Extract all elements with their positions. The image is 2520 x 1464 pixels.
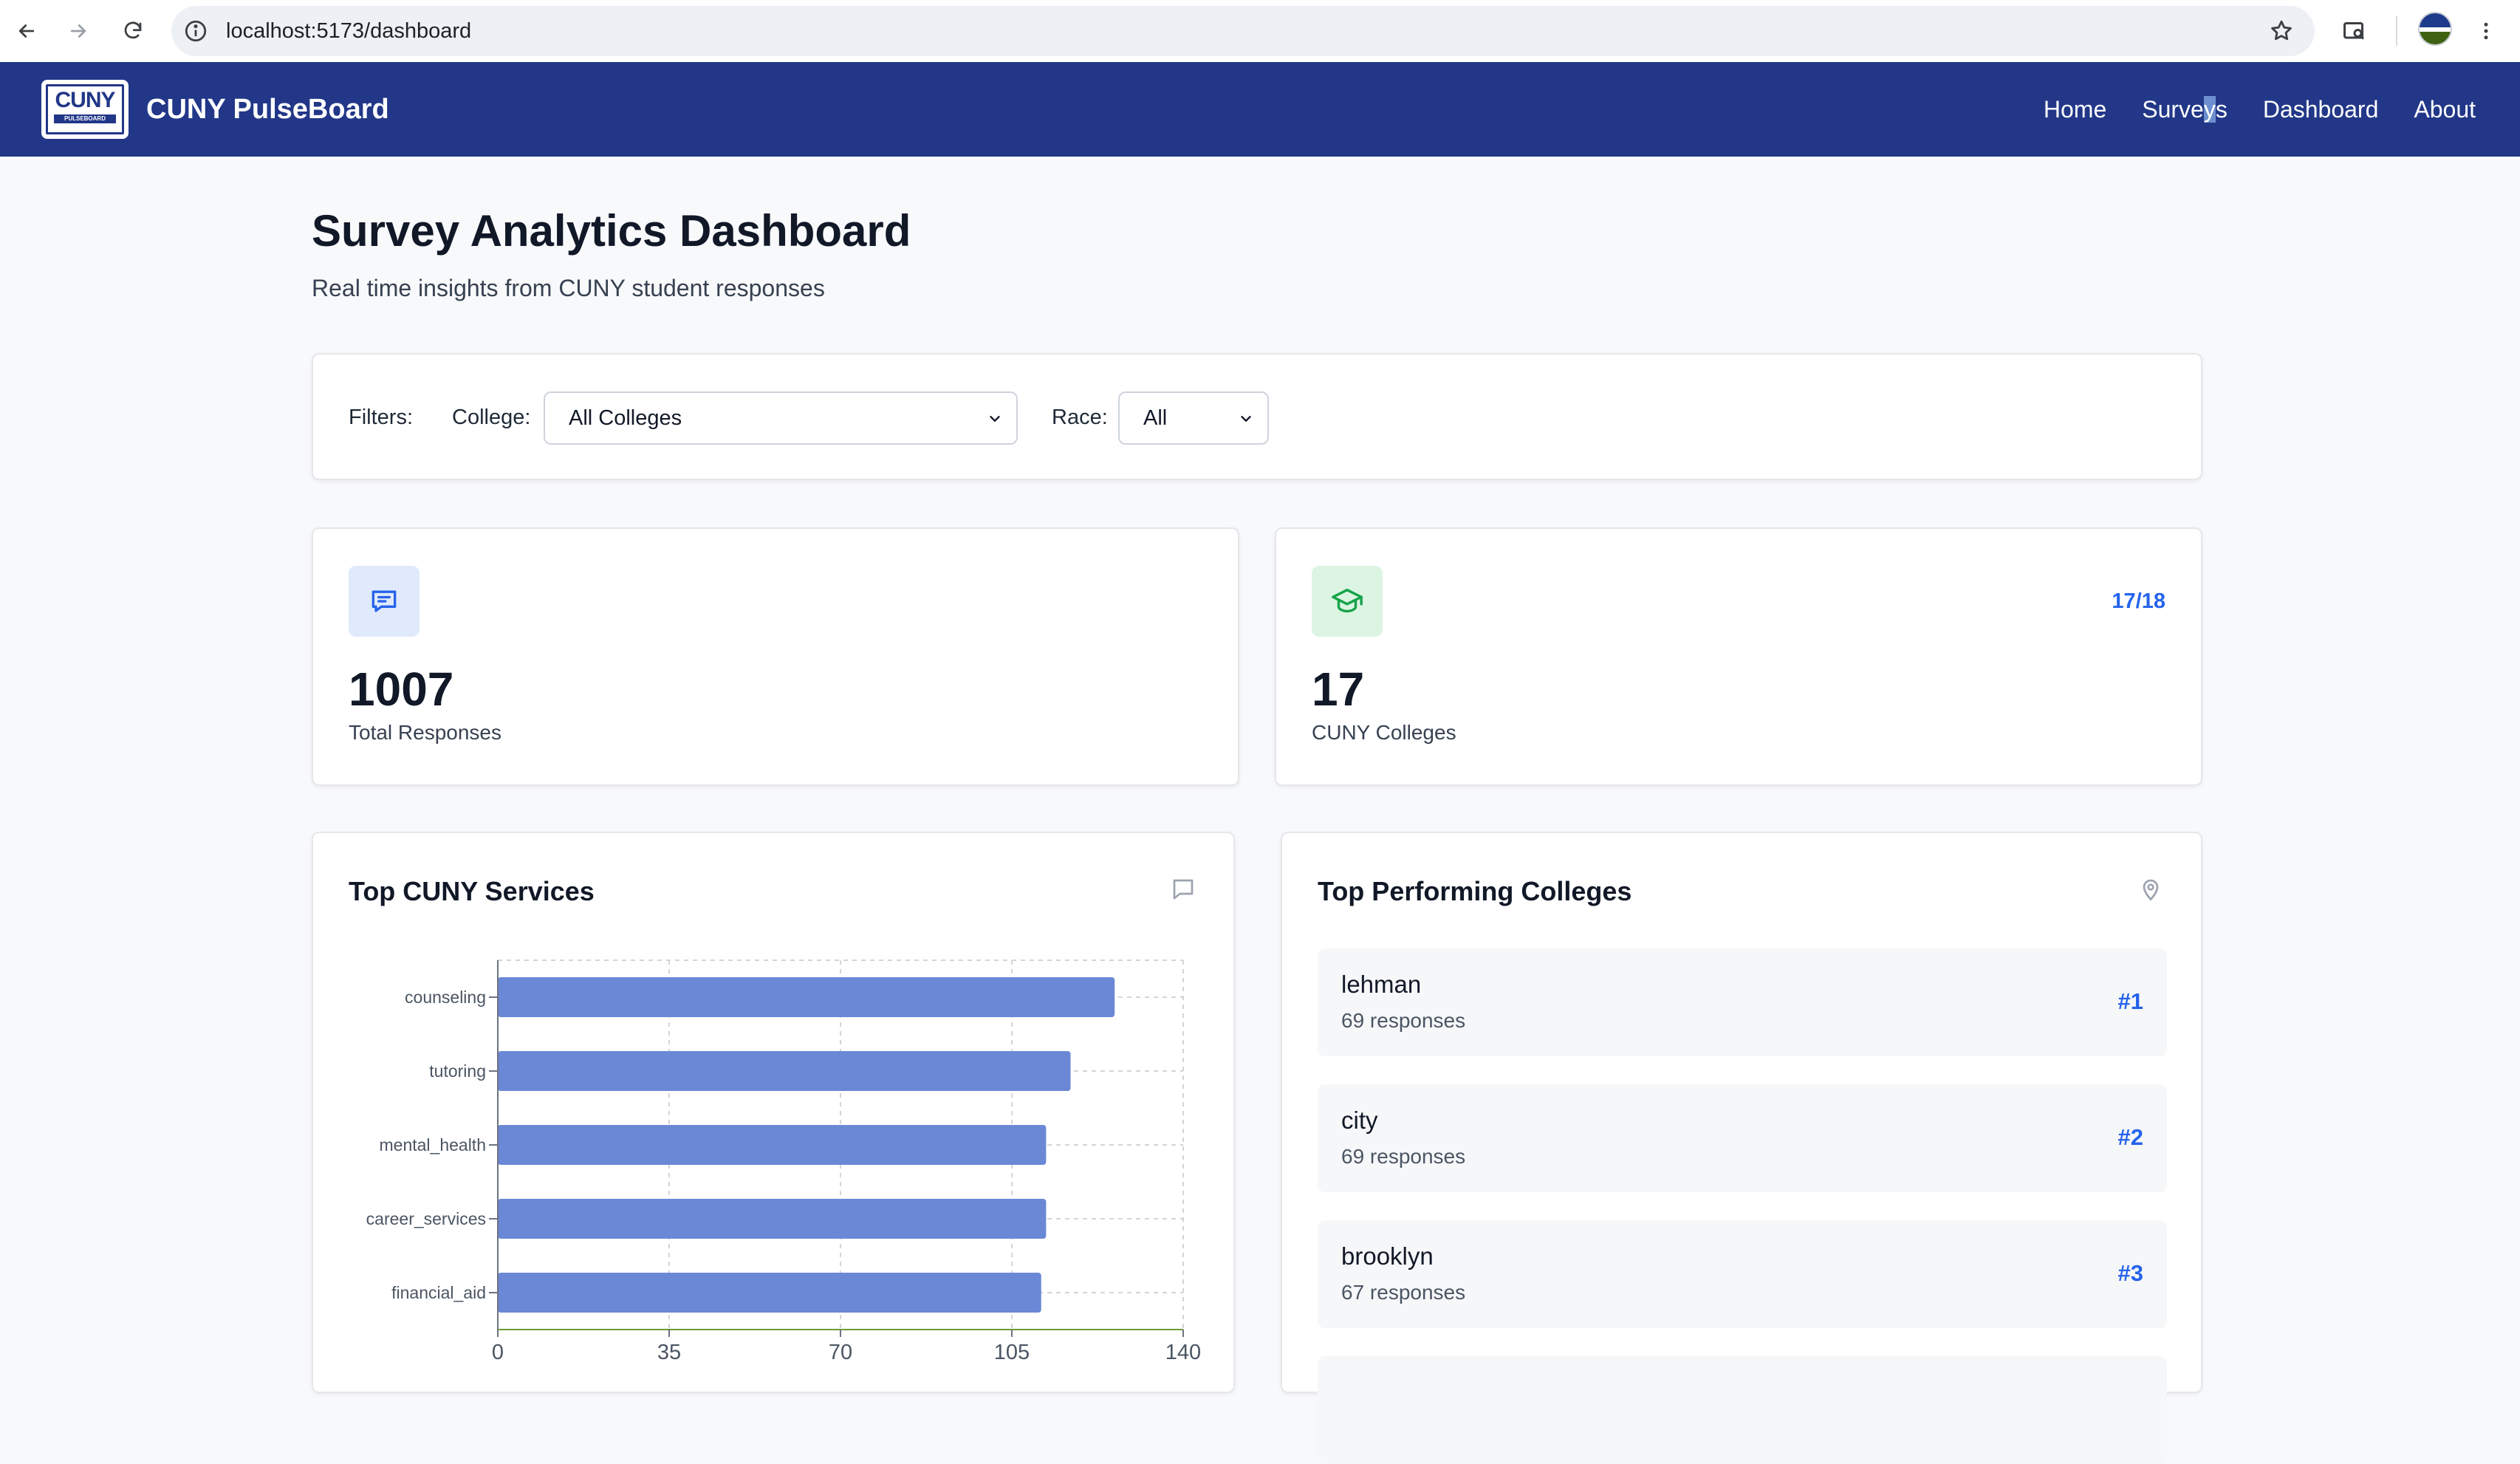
category-label: tutoring: [429, 1061, 486, 1081]
total-responses-label: Total Responses: [349, 721, 502, 744]
colleges-label: CUNY Colleges: [1312, 721, 1456, 744]
reload-icon[interactable]: [114, 12, 152, 50]
total-responses-card: 1007 Total Responses: [312, 527, 1239, 786]
chevron-down-icon: [990, 416, 1000, 423]
app-navbar: CUNY PULSEBOARD CUNY PulseBoard Home Sur…: [0, 62, 2520, 157]
bar-tutoring: [498, 1051, 1071, 1091]
race-filter-label: Race:: [1052, 406, 1108, 429]
colleges-panel-title: Top Performing Colleges: [1318, 876, 1632, 906]
college-name: brooklyn: [1341, 1242, 1434, 1270]
nav-home[interactable]: Home: [2043, 95, 2107, 123]
x-tick-label: 0: [492, 1341, 504, 1364]
services-bar-chart: counseling tutoring mental_health career_se…: [366, 960, 1201, 1364]
colleges-value: 17: [1312, 663, 1365, 716]
graduation-cap-icon: [1312, 566, 1383, 637]
nav-surveys-suffix: s: [2215, 95, 2228, 123]
top-services-panel: Top CUNY Services counseling tutoring ment…: [312, 832, 1235, 1393]
message-icon: [349, 566, 420, 637]
college-response-count: 69 responses: [1341, 1145, 1466, 1168]
colleges-ratio: 17/18: [2112, 589, 2165, 613]
brand-name[interactable]: CUNY PulseBoard: [146, 94, 389, 125]
x-tick-label: 35: [657, 1341, 681, 1364]
category-label: financial_aid: [391, 1283, 486, 1302]
bar-financial_aid: [498, 1273, 1041, 1313]
category-label: career_services: [366, 1209, 486, 1228]
back-icon[interactable]: [7, 12, 46, 50]
address-bar[interactable]: localhost:5173/dashboard: [171, 6, 2315, 56]
logo-subtext: PULSEBOARD: [54, 114, 116, 123]
forward-icon[interactable]: [59, 12, 97, 50]
college-rank: #2: [2117, 1124, 2143, 1150]
bar-career_services: [498, 1199, 1047, 1239]
college-item[interactable]: city 69 responses #2: [1318, 1084, 2167, 1192]
race-select[interactable]: All: [1118, 391, 1269, 445]
college-rank: #1: [2117, 988, 2143, 1014]
nav-surveys-selection: y: [2203, 95, 2216, 123]
chevron-down-icon: [1241, 416, 1251, 423]
race-select-value: All: [1143, 406, 1168, 430]
bar-counseling: [498, 977, 1115, 1017]
bar-mental_health: [498, 1125, 1047, 1165]
page-title: Survey Analytics Dashboard: [312, 206, 911, 256]
logo-text: CUNY: [55, 88, 115, 112]
college-select[interactable]: All Colleges: [544, 391, 1018, 445]
college-name: city: [1341, 1106, 1378, 1134]
college-select-value: All Colleges: [569, 406, 682, 430]
url-text[interactable]: localhost:5173/dashboard: [226, 19, 472, 43]
nav-surveys-prefix: Surve: [2142, 95, 2204, 123]
college-response-count: 67 responses: [1341, 1281, 1466, 1304]
college-item[interactable]: lehman 69 responses #1: [1318, 948, 2167, 1056]
nav-surveys[interactable]: Surveys: [2142, 95, 2228, 123]
page-subtitle: Real time insights from CUNY student res…: [312, 275, 825, 301]
nav-links: Home Surveys Dashboard About: [2044, 62, 2476, 157]
x-tick-label: 105: [994, 1341, 1030, 1364]
filters-card: Filters: College: All Colleges Race: All: [312, 353, 2202, 480]
college-item[interactable]: brooklyn 67 responses #3: [1318, 1220, 2167, 1328]
kebab-menu-icon[interactable]: [2467, 12, 2505, 50]
college-response-count: 69 responses: [1341, 1009, 1466, 1032]
colleges-card: 17/18 17 CUNY Colleges: [1275, 527, 2202, 786]
cuny-logo[interactable]: CUNY PULSEBOARD: [41, 80, 129, 139]
top-colleges-panel: Top Performing Colleges lehman 69 respon…: [1281, 832, 2202, 1464]
college-rank: #3: [2117, 1260, 2143, 1286]
toolbar-divider: [2396, 16, 2397, 46]
profile-avatar[interactable]: [2418, 12, 2452, 46]
comment-icon[interactable]: [1170, 876, 1196, 903]
nav-dashboard[interactable]: Dashboard: [2262, 95, 2379, 123]
college-name: lehman: [1341, 971, 1422, 998]
x-tick-label: 70: [829, 1341, 852, 1364]
nav-about[interactable]: About: [2414, 95, 2476, 123]
map-pin-icon[interactable]: [2137, 876, 2164, 903]
category-label: counseling: [405, 988, 486, 1007]
tab-search-icon[interactable]: [2335, 12, 2374, 50]
bookmark-star-icon[interactable]: [2269, 18, 2294, 44]
x-tick-label: 140: [1165, 1341, 1201, 1364]
college-item[interactable]: [1318, 1356, 2167, 1464]
category-label: mental_health: [380, 1135, 487, 1155]
services-panel-title: Top CUNY Services: [349, 876, 595, 906]
browser-toolbar: localhost:5173/dashboard: [0, 0, 2520, 63]
total-responses-value: 1007: [349, 663, 454, 716]
college-filter-label: College:: [452, 406, 531, 429]
filters-label: Filters:: [349, 406, 413, 429]
site-info-icon[interactable]: [183, 18, 208, 44]
